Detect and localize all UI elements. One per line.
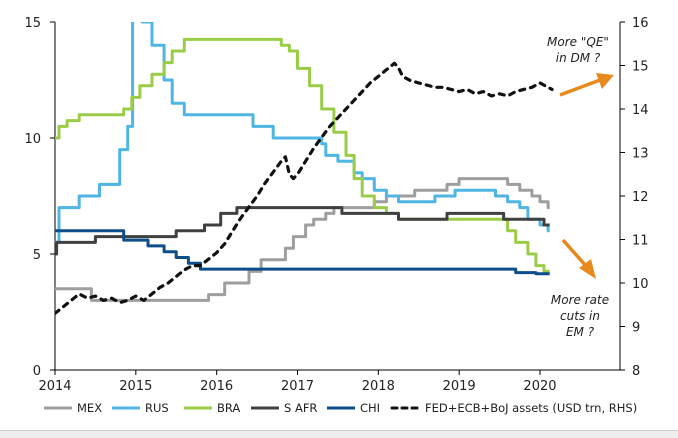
annotation-arrows (559, 73, 614, 279)
bottom-strip (0, 430, 678, 438)
series-line-rus (55, 22, 550, 244)
right-tick-label: 9 (632, 321, 640, 336)
left-tick-label: 10 (24, 132, 41, 147)
series-group (55, 22, 554, 315)
right-tick-label: 14 (632, 103, 649, 118)
legend-label: RUS (145, 401, 169, 415)
legend-label: CHI (360, 401, 380, 415)
right-tick-label: 8 (632, 364, 640, 379)
right-tick-label: 10 (632, 277, 649, 292)
cuts-annotation-line: EM ? (566, 325, 595, 339)
series-line-bra (55, 37, 550, 273)
right-tick-label: 15 (632, 60, 649, 75)
cuts-arrow-shaft (561, 238, 588, 268)
right-tick-label: 11 (632, 234, 649, 249)
cuts-arrowhead (579, 259, 596, 279)
series-line-s (55, 206, 550, 256)
annotations: More "QE" in DM ? More rate cuts in EM ? (547, 35, 609, 339)
right-axis-ticks: 8 9 10 11 12 13 14 15 16 (620, 16, 649, 379)
legend-label: S AFR (284, 401, 317, 415)
left-tick-label: 15 (24, 16, 41, 31)
x-tick-label: 2019 (443, 379, 476, 394)
x-tick-label: 2015 (119, 379, 152, 394)
legend: MEX RUS BRA S AFR CHI FED+ECB+BoJ assets (USD… (44, 401, 637, 415)
left-tick-label: 0 (33, 364, 41, 379)
legend-label: MEX (77, 401, 102, 415)
x-tick-label: 2020 (523, 379, 556, 394)
left-tick-label: 5 (33, 248, 41, 263)
qe-arrowhead (596, 73, 614, 89)
cuts-annotation-line: cuts in (560, 309, 600, 323)
series-line-mex (55, 177, 550, 302)
series-line-fed+ecb+boj (55, 61, 554, 315)
qe-annotation-line: More "QE" (547, 35, 609, 49)
x-tick-label: 2016 (200, 379, 233, 394)
legend-label: FED+ECB+BoJ assets (USD trn, RHS) (425, 401, 637, 415)
x-tick-label: 2017 (281, 379, 314, 394)
x-axis-ticks: 2014 2015 2016 2017 2018 2019 2020 (38, 370, 557, 394)
right-tick-label: 16 (632, 16, 649, 31)
qe-annotation-line: in DM ? (556, 51, 601, 65)
right-tick-label: 12 (632, 190, 649, 205)
x-tick-label: 2014 (38, 379, 71, 394)
right-tick-label: 13 (632, 147, 649, 162)
cuts-annotation-line: More rate (551, 293, 609, 307)
legend-label: BRA (217, 401, 240, 415)
qe-arrow-shaft (559, 78, 601, 97)
series-line-chi (55, 229, 550, 276)
x-tick-label: 2018 (362, 379, 395, 394)
left-axis-ticks: 0 5 10 15 (24, 16, 55, 379)
